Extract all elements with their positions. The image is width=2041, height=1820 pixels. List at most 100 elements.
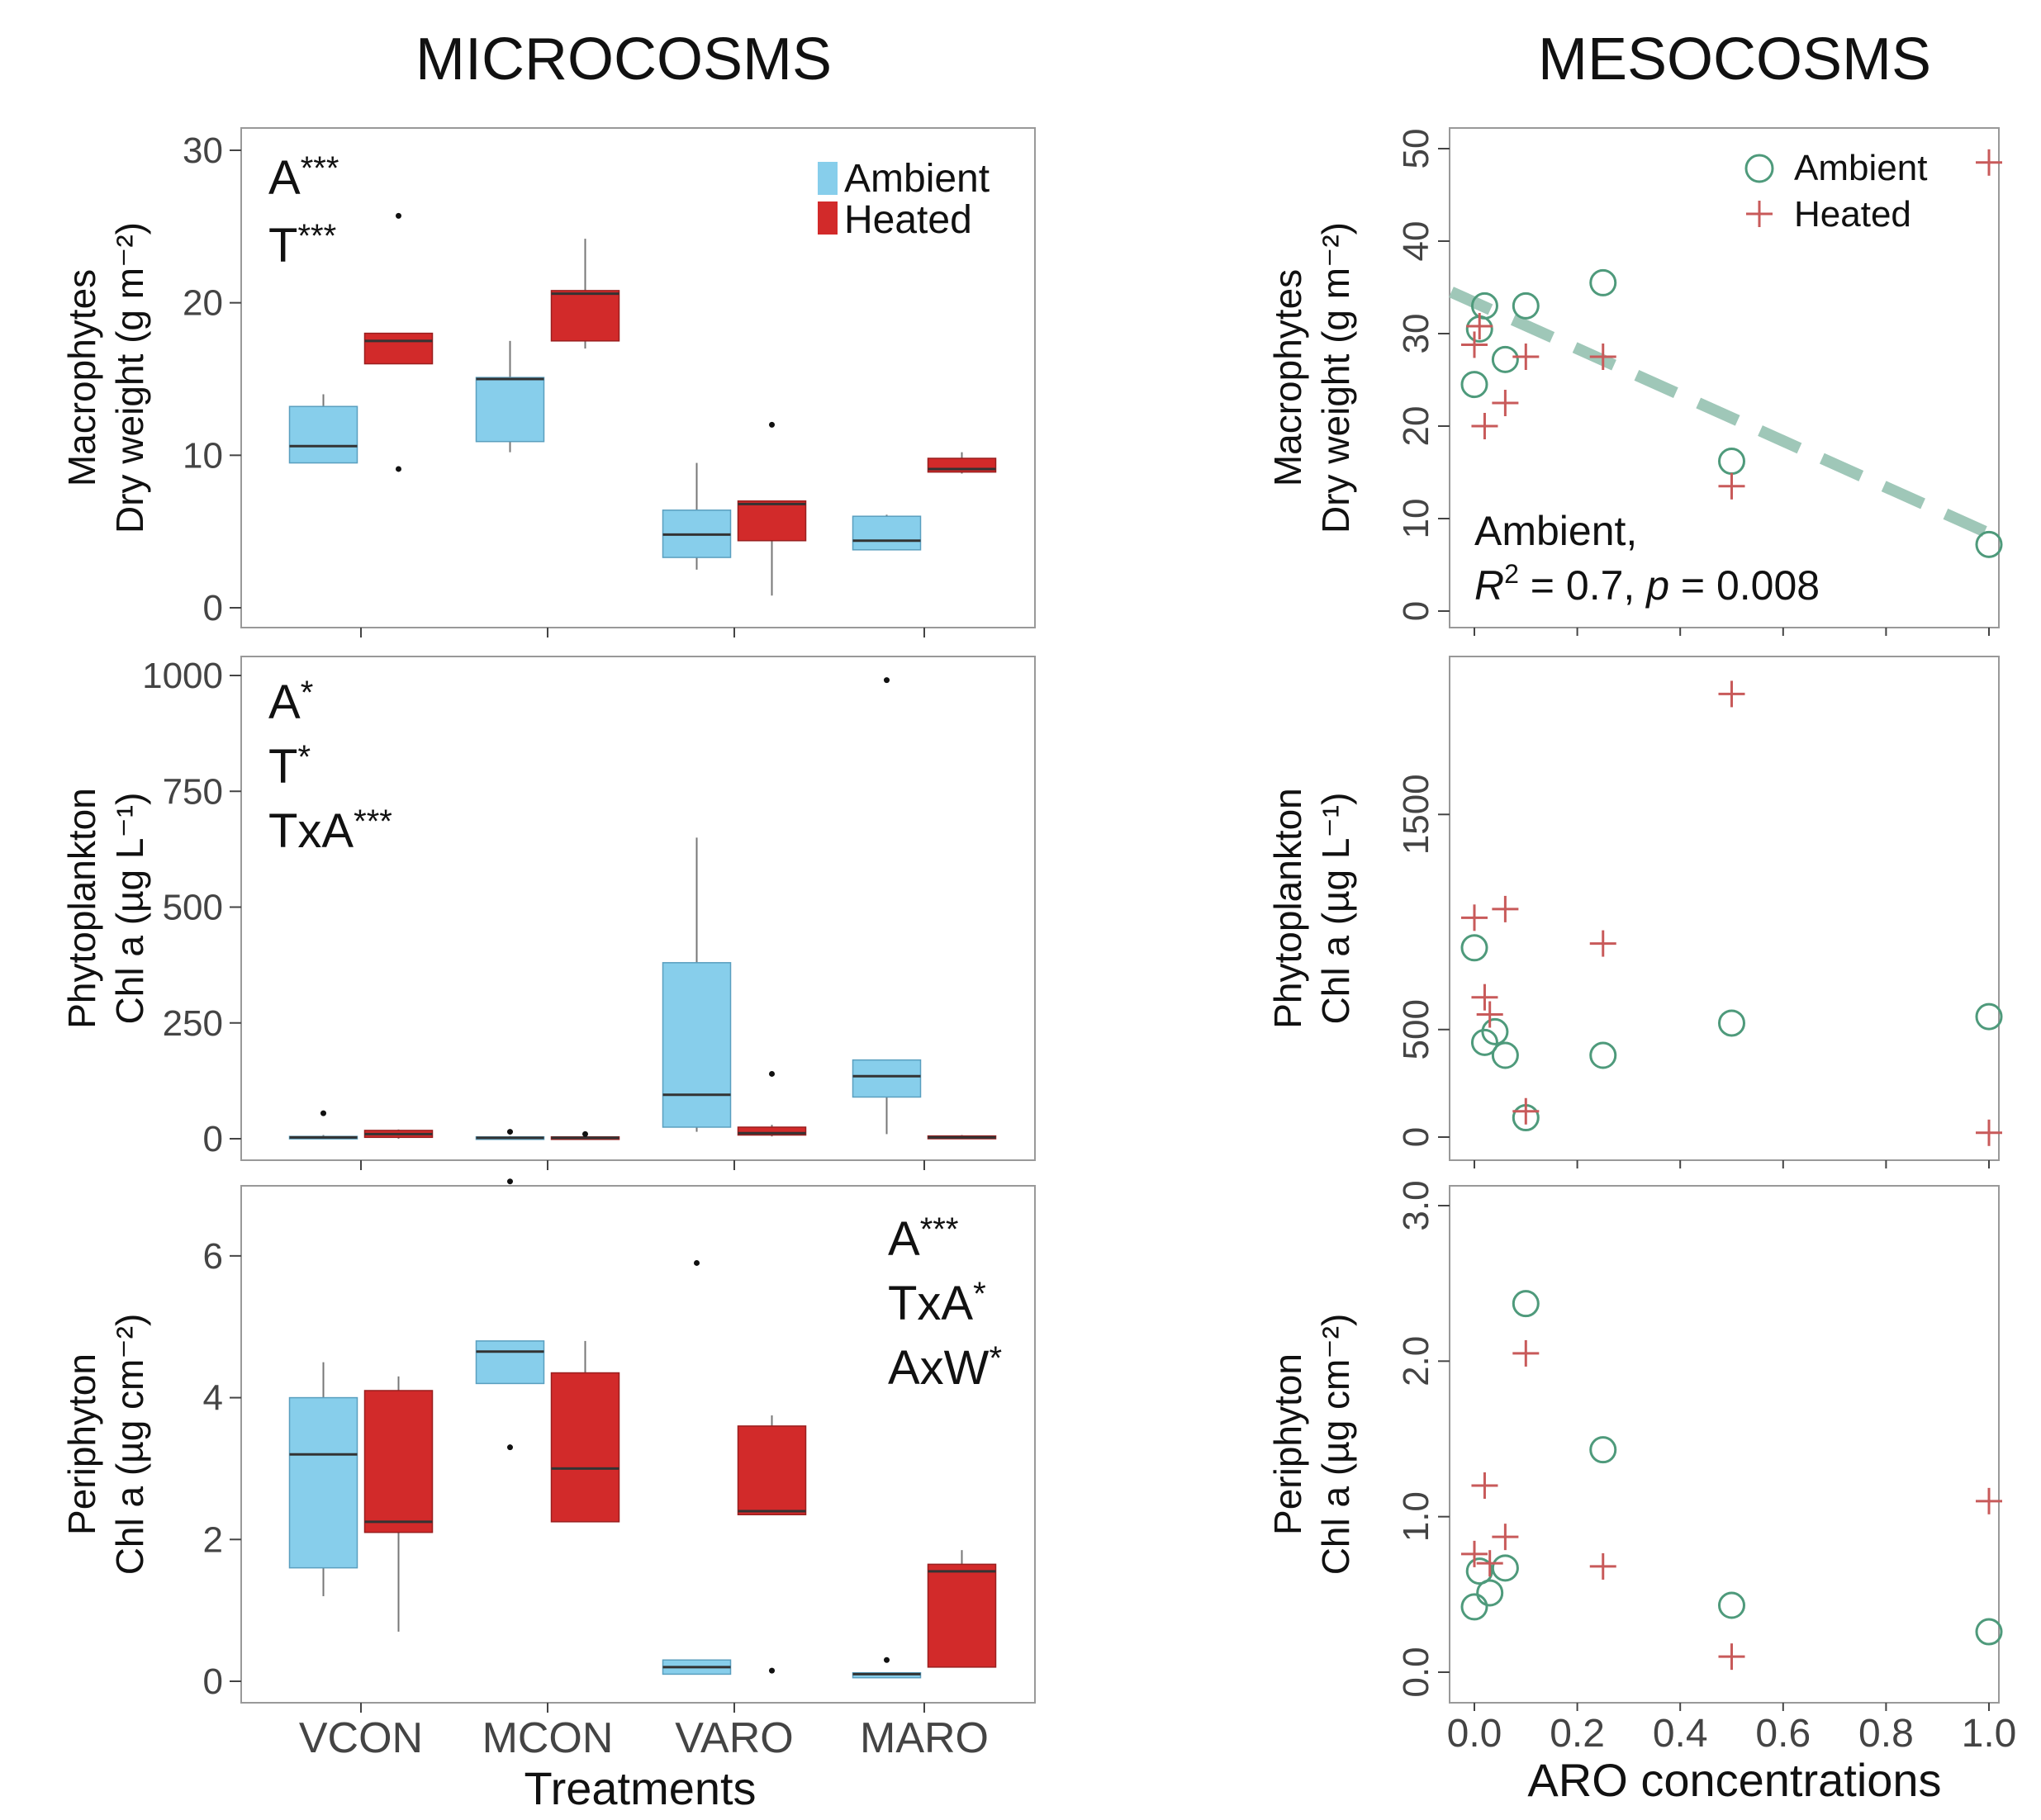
outlier-point	[769, 1070, 775, 1077]
meso-periphyton-heated-point	[1492, 1524, 1519, 1551]
micro-macrophytes-box-heated-maro	[927, 452, 997, 474]
micro-macrophytes-ylabel-2: Dry weight (g m⁻²)	[108, 222, 151, 533]
meso-phytoplankton-ytick-label: 0	[1396, 1127, 1436, 1147]
meso-phytoplankton-ambient-point	[1470, 1028, 1498, 1056]
micro-phytoplankton-stat: T*	[268, 739, 311, 794]
meso-periphyton-heated-point	[1976, 1487, 2002, 1514]
box	[363, 1390, 434, 1533]
box	[852, 1059, 922, 1098]
meso-macrophytes-heated-point	[1461, 331, 1488, 358]
meso-legend-ambient-symbol	[1744, 154, 1774, 183]
meso-periphyton-frame	[1449, 1185, 2000, 1704]
meso-periphyton-ambient-point	[1718, 1591, 1745, 1619]
box	[288, 1396, 358, 1569]
box	[475, 1340, 545, 1385]
micro-macrophytes-stat: A***	[268, 150, 339, 205]
outlier-point	[769, 421, 775, 428]
meso-phytoplankton-ylabel-2: Chl a (µg L⁻¹)	[1314, 793, 1357, 1025]
outlier-point	[320, 1110, 326, 1116]
micro-macrophytes-box-heated-mcon	[550, 239, 620, 349]
micro-macrophytes-box-ambient-maro	[852, 514, 922, 551]
outlier-point	[507, 1178, 513, 1185]
meso-phytoplankton-heated-point	[1492, 895, 1519, 922]
meso-periphyton-ambient-point	[1460, 1593, 1488, 1621]
meso-xtick-label: 0.2	[1550, 1712, 1605, 1756]
meso-macrophytes-ambient-point	[1589, 268, 1617, 296]
outlier-point	[884, 1656, 890, 1663]
meso-macrophytes-heated-point	[1512, 344, 1540, 370]
micro-periphyton-box-ambient-varo	[662, 1259, 732, 1675]
legend-ambient-label: Ambient	[844, 157, 990, 201]
meso-phytoplankton-ylabel-1: Phytoplankton	[1266, 788, 1309, 1029]
micro-phytoplankton-box-heated-vcon	[363, 1129, 434, 1139]
meso-phytoplankton-heated-point	[1976, 1119, 2002, 1146]
box	[662, 962, 732, 1128]
micro-macrophytes-box-heated-vcon	[363, 212, 434, 472]
meso-macrophytes-heated-point	[1976, 149, 2002, 176]
micro-periphyton-ytick-label: 0	[203, 1661, 223, 1702]
micro-periphyton-ylabel-2: Chl a (µg cm⁻²)	[108, 1314, 151, 1576]
meso-xtick-label: 0.0	[1447, 1712, 1502, 1756]
micro-phytoplankton-box-ambient-vcon	[288, 1110, 358, 1140]
meso-phytoplankton-ytick-label: 1500	[1396, 774, 1436, 855]
meso-xtick-label: 0.8	[1858, 1712, 1914, 1756]
meso-macrophytes-ambient-point	[1460, 371, 1488, 399]
meso-macrophytes-ytick-label: 0	[1396, 601, 1436, 621]
outlier-point	[396, 466, 401, 472]
micro-periphyton-box-ambient-vcon	[288, 1362, 358, 1596]
box	[737, 1126, 807, 1136]
box	[550, 290, 620, 342]
meso-periphyton-ambient-point	[1975, 1618, 2003, 1646]
box	[288, 405, 358, 464]
micro-periphyton-box-heated-maro	[927, 1550, 997, 1668]
micro-macrophytes-ytick-label: 10	[183, 435, 223, 476]
micro-macrophytes-box-heated-varo	[737, 421, 807, 596]
outlier-point	[507, 1129, 513, 1135]
micro-phytoplankton-stat: TxA***	[268, 803, 392, 858]
micro-phytoplankton-box-ambient-maro	[852, 677, 922, 1135]
micro-phytoplankton-box-heated-mcon	[550, 1130, 620, 1140]
micro-periphyton-box-ambient-maro	[852, 1656, 922, 1679]
micro-macrophytes-ytick-label: 20	[183, 283, 223, 324]
meso-periphyton-heated-point	[1718, 1643, 1745, 1671]
meso-macrophytes-ylabel-2: Dry weight (g m⁻²)	[1314, 222, 1357, 533]
outlier-point	[507, 1444, 513, 1451]
meso-periphyton-heated-point	[1461, 1540, 1488, 1567]
meso-phytoplankton-heated-point	[1476, 1001, 1503, 1028]
meso-phytoplankton-heated-point	[1589, 930, 1616, 957]
microcosms-title: MICROCOSMS	[415, 26, 832, 92]
meso-legend-heated-label: Heated	[1794, 194, 1911, 235]
meso-xtick-label: 1.0	[1962, 1712, 2017, 1756]
micro-macrophytes-frame	[240, 127, 1036, 628]
micro-periphyton-box-ambient-mcon	[475, 1178, 545, 1451]
meso-macrophytes-ylabel-1: Macrophytes	[1266, 269, 1309, 486]
meso-macrophytes-ytick-label: 20	[1396, 406, 1436, 447]
micro-phytoplankton-ytick-label: 1000	[142, 656, 223, 696]
micro-phytoplankton-ylabel-2: Chl a (µg L⁻¹)	[108, 793, 151, 1025]
meso-legend-ambient-label: Ambient	[1794, 148, 1927, 188]
meso-macrophytes-heated-point	[1718, 472, 1745, 500]
meso-phytoplankton-ytick-label: 500	[1396, 999, 1436, 1059]
meso-macrophytes-heated-point	[1492, 390, 1519, 416]
box	[737, 500, 807, 542]
meso-periphyton-ambient-point	[1589, 1436, 1617, 1464]
meso-phytoplankton-ambient-point	[1718, 1009, 1745, 1037]
legend-ambient-swatch	[818, 162, 838, 195]
meso-macrophytes-heated-point	[1466, 313, 1493, 340]
meso-xtick-label: 0.4	[1653, 1712, 1708, 1756]
meso-periphyton-heated-point	[1512, 1339, 1540, 1367]
category-label-maro: MARO	[860, 1714, 989, 1762]
meso-macrophytes-ambient-point	[1470, 291, 1498, 320]
meso-periphyton-ytick-label: 3.0	[1396, 1180, 1436, 1230]
micro-phytoplankton-ytick-label: 250	[163, 1003, 223, 1044]
regression-annotation-line1: Ambient,	[1474, 508, 1637, 554]
category-label-mcon: MCON	[482, 1714, 614, 1762]
box	[852, 515, 922, 551]
meso-periphyton-heated-point	[1476, 1550, 1503, 1577]
micro-phytoplankton-ylabel-1: Phytoplankton	[60, 788, 103, 1029]
box	[737, 1425, 807, 1515]
mesocosms-title: MESOCOSMS	[1538, 26, 1931, 92]
legend-heated-label: Heated	[844, 198, 972, 242]
meso-phytoplankton-ambient-point	[1481, 1017, 1509, 1045]
